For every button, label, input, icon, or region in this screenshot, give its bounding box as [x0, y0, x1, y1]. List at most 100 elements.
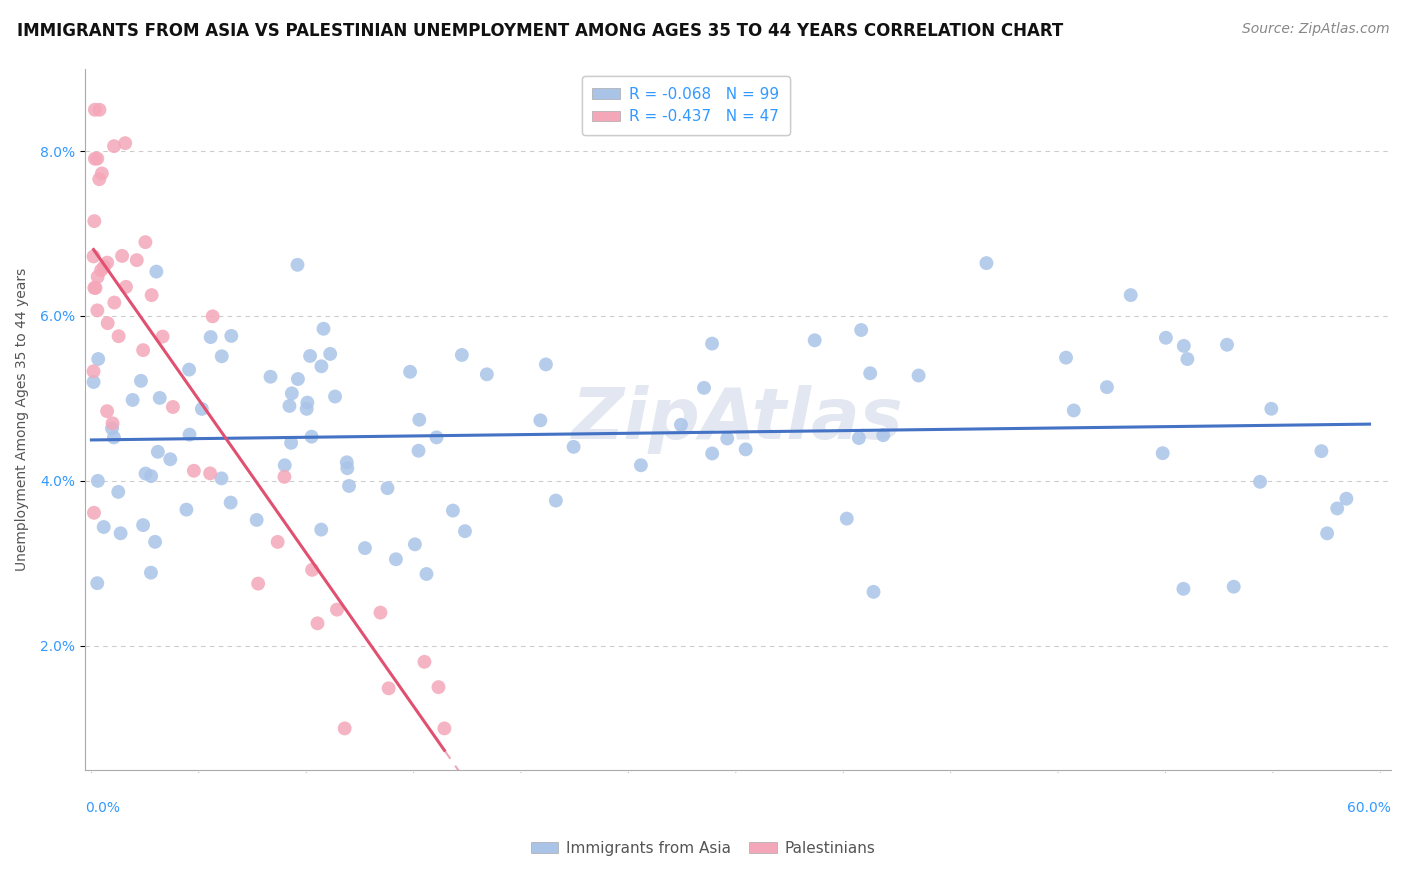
- Y-axis label: Unemployment Among Ages 35 to 44 years: Unemployment Among Ages 35 to 44 years: [15, 268, 30, 571]
- Point: [83, 103, 105, 117]
- Point: [146, 444, 169, 458]
- Point: [287, 372, 309, 386]
- Point: [83, 249, 105, 263]
- Point: [299, 349, 322, 363]
- Point: [200, 330, 222, 344]
- Point: [266, 535, 288, 549]
- Point: [149, 391, 172, 405]
- Point: [274, 458, 297, 473]
- Point: [408, 443, 430, 458]
- Point: [295, 401, 318, 416]
- Point: [132, 518, 155, 533]
- Point: [115, 280, 138, 294]
- Point: [280, 435, 302, 450]
- Point: [716, 432, 738, 446]
- Point: [976, 256, 998, 270]
- Point: [1216, 337, 1239, 351]
- Point: [141, 288, 163, 302]
- Point: [83, 375, 105, 389]
- Point: [86, 576, 108, 591]
- Point: [336, 455, 359, 469]
- Point: [86, 303, 108, 318]
- Point: [121, 392, 143, 407]
- Point: [450, 348, 472, 362]
- Text: IMMIGRANTS FROM ASIA VS PALESTINIAN UNEMPLOYMENT AMONG AGES 35 TO 44 YEARS CORRE: IMMIGRANTS FROM ASIA VS PALESTINIAN UNEM…: [17, 22, 1063, 40]
- Point: [152, 329, 174, 343]
- Point: [132, 343, 155, 358]
- Point: [93, 520, 115, 534]
- Point: [385, 552, 408, 566]
- Point: [101, 417, 124, 431]
- Point: [700, 336, 723, 351]
- Point: [83, 214, 105, 228]
- Point: [307, 616, 329, 631]
- Point: [96, 404, 118, 418]
- Point: [415, 566, 437, 581]
- Point: [211, 471, 233, 485]
- Point: [219, 495, 242, 509]
- Point: [83, 152, 105, 166]
- Point: [101, 421, 124, 435]
- Text: 0.0%: 0.0%: [84, 801, 120, 815]
- Legend: Immigrants from Asia, Palestinians: Immigrants from Asia, Palestinians: [524, 835, 882, 862]
- Point: [693, 381, 716, 395]
- Point: [281, 386, 304, 401]
- Point: [669, 417, 692, 432]
- Point: [143, 534, 166, 549]
- Point: [145, 264, 167, 278]
- Point: [475, 368, 498, 382]
- Point: [84, 281, 107, 295]
- Point: [87, 474, 110, 488]
- Point: [297, 395, 319, 409]
- Text: 60.0%: 60.0%: [1347, 801, 1391, 815]
- Point: [1222, 580, 1244, 594]
- Text: ZipAtlas: ZipAtlas: [572, 384, 904, 454]
- Point: [433, 722, 456, 736]
- Point: [139, 566, 162, 580]
- Point: [311, 359, 333, 374]
- Point: [399, 365, 422, 379]
- Point: [1326, 501, 1348, 516]
- Point: [93, 260, 115, 274]
- Point: [129, 374, 152, 388]
- Point: [198, 467, 221, 481]
- Point: [1173, 339, 1195, 353]
- Point: [96, 255, 118, 269]
- Point: [107, 484, 129, 499]
- Point: [336, 461, 359, 475]
- Point: [90, 263, 112, 277]
- Point: [110, 526, 132, 541]
- Point: [87, 351, 110, 366]
- Point: [134, 235, 156, 249]
- Point: [377, 481, 399, 495]
- Point: [370, 606, 392, 620]
- Point: [425, 430, 447, 444]
- Point: [544, 493, 567, 508]
- Point: [273, 470, 295, 484]
- Point: [1336, 491, 1358, 506]
- Point: [111, 249, 134, 263]
- Point: [141, 469, 163, 483]
- Point: [562, 440, 585, 454]
- Point: [1249, 475, 1271, 489]
- Point: [309, 523, 332, 537]
- Point: [1152, 446, 1174, 460]
- Point: [337, 479, 360, 493]
- Point: [413, 655, 436, 669]
- Point: [301, 563, 323, 577]
- Point: [259, 369, 281, 384]
- Point: [849, 323, 872, 337]
- Point: [83, 281, 105, 295]
- Point: [404, 537, 426, 551]
- Point: [97, 316, 120, 330]
- Point: [534, 358, 557, 372]
- Point: [323, 390, 346, 404]
- Point: [247, 576, 270, 591]
- Point: [454, 524, 477, 538]
- Point: [630, 458, 652, 473]
- Point: [278, 399, 301, 413]
- Point: [89, 172, 111, 186]
- Point: [1260, 401, 1282, 416]
- Point: [702, 446, 724, 460]
- Point: [1316, 526, 1339, 541]
